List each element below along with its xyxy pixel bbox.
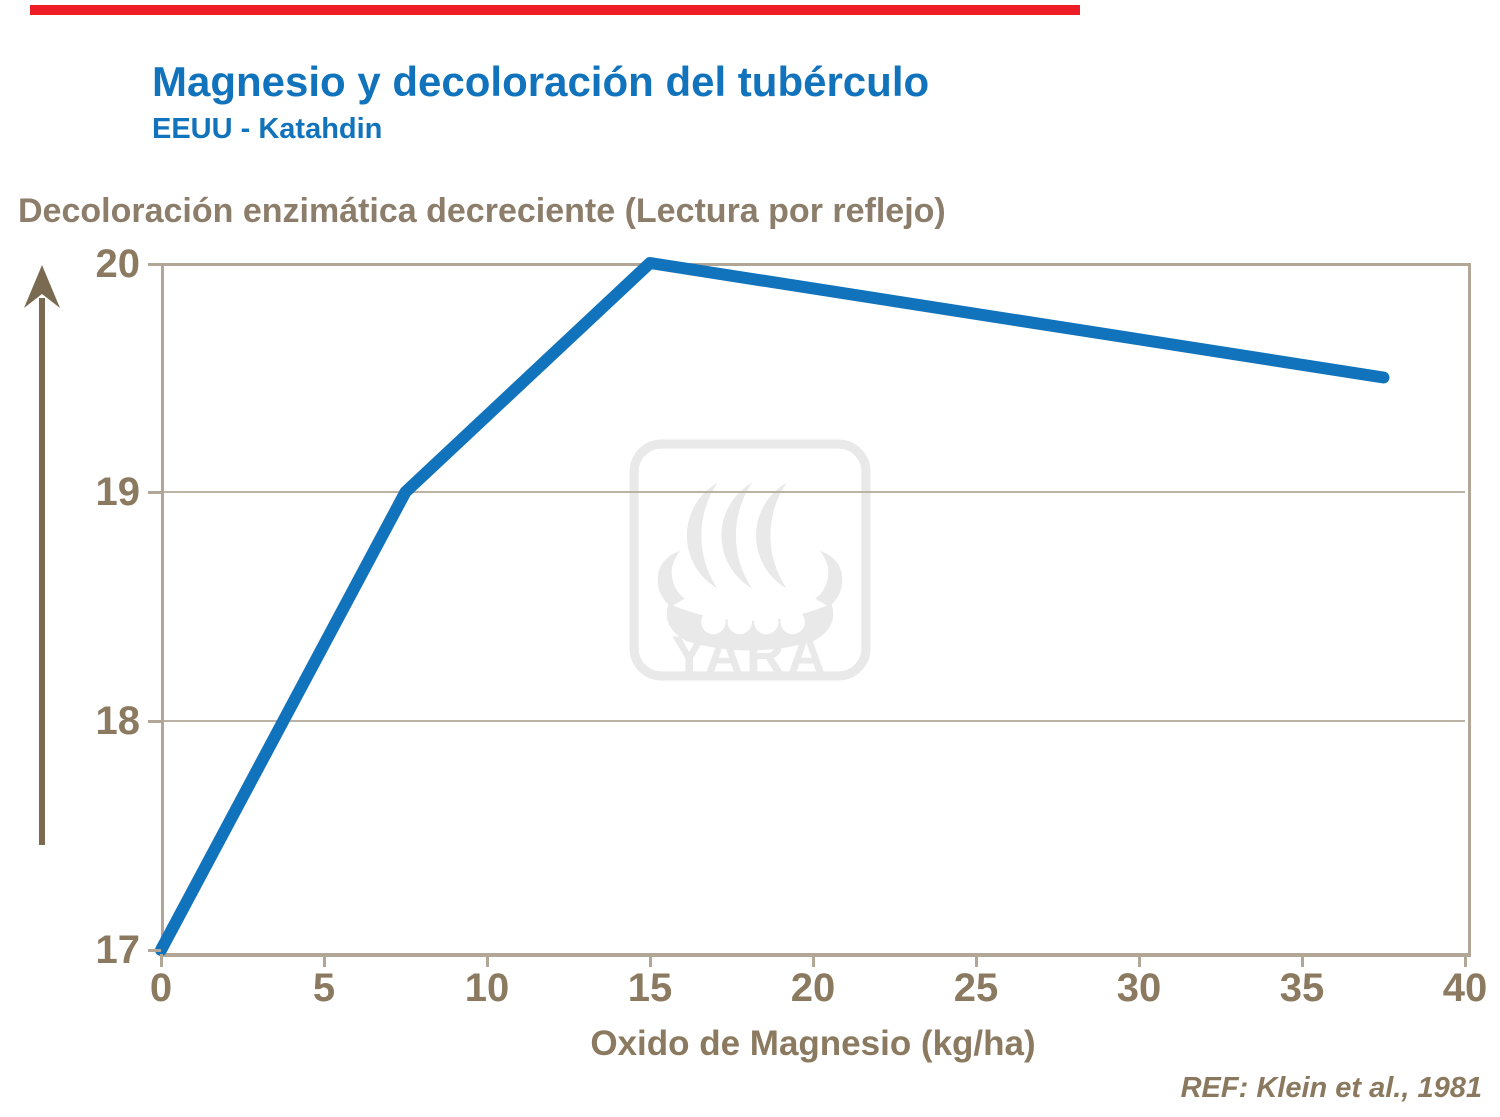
x-tick-label-25: 25 bbox=[953, 966, 999, 1010]
y-tick-20 bbox=[148, 263, 161, 266]
x-tick-label-15: 15 bbox=[627, 966, 673, 1010]
yara-logo-watermark: YARA bbox=[629, 439, 871, 682]
x-tick-30 bbox=[1138, 954, 1141, 967]
x-axis-title: Oxido de Magnesio (kg/ha) bbox=[590, 1024, 1036, 1063]
gridline-18 bbox=[161, 720, 1465, 722]
x-tick-35 bbox=[1301, 954, 1304, 967]
x-tick-label-40: 40 bbox=[1442, 966, 1488, 1010]
x-tick-label-30: 30 bbox=[1116, 966, 1162, 1010]
gridline-19 bbox=[161, 491, 1465, 493]
y-tick-label-18: 18 bbox=[95, 699, 141, 743]
y-axis-title: Decoloración enzimática decreciente (Lec… bbox=[18, 192, 946, 230]
x-tick-40 bbox=[1464, 954, 1467, 967]
x-tick-20 bbox=[812, 954, 815, 967]
x-tick-25 bbox=[975, 954, 978, 967]
x-tick-label-20: 20 bbox=[790, 966, 836, 1010]
y-tick-label-19: 19 bbox=[95, 470, 141, 514]
y-tick-18 bbox=[148, 720, 161, 723]
x-tick-label-5: 5 bbox=[312, 966, 336, 1010]
page-subtitle: EEUU - Katahdin bbox=[152, 113, 383, 145]
x-tick-label-35: 35 bbox=[1279, 966, 1325, 1010]
x-tick-15 bbox=[649, 954, 652, 967]
plot-area bbox=[161, 263, 1471, 957]
x-tick-5 bbox=[323, 954, 326, 967]
x-tick-label-0: 0 bbox=[149, 966, 173, 1010]
page-title: Magnesio y decoloración del tubérculo bbox=[152, 58, 930, 105]
x-tick-0 bbox=[160, 954, 163, 967]
x-tick-10 bbox=[486, 954, 489, 967]
x-tick-label-10: 10 bbox=[464, 966, 510, 1010]
y-tick-19 bbox=[148, 491, 161, 494]
y-tick-label-17: 17 bbox=[95, 928, 141, 972]
data-line-series bbox=[155, 257, 1390, 956]
top-accent-bar bbox=[30, 5, 1080, 15]
up-arrow-icon bbox=[24, 265, 60, 845]
chart-line-layer bbox=[155, 257, 1390, 956]
watermark-text: YARA bbox=[671, 626, 828, 682]
reference-citation: REF: Klein et al., 1981 bbox=[1180, 1072, 1482, 1104]
watermark-border bbox=[629, 439, 871, 681]
y-tick-label-20: 20 bbox=[95, 242, 141, 286]
y-tick-17 bbox=[148, 949, 161, 952]
